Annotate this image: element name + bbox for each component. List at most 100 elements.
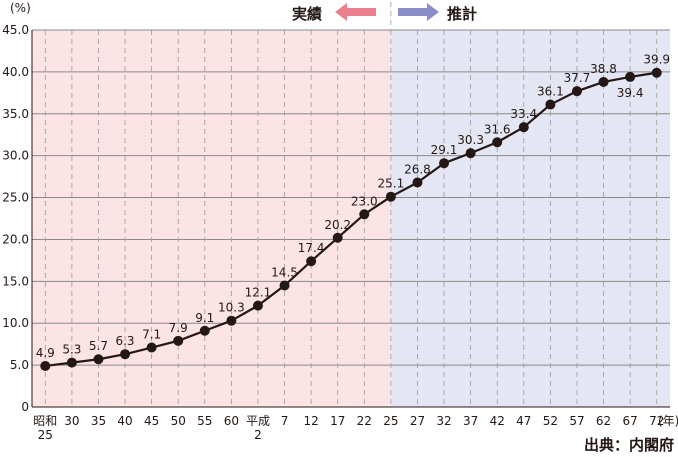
x-tick-label: 35: [91, 414, 106, 428]
grid-lines: [32, 2, 670, 407]
y-tick-label: 20.0: [2, 232, 29, 246]
data-point: [40, 360, 51, 371]
data-label: 38.8: [590, 62, 617, 76]
x-tick-line: 昭和: [33, 414, 57, 428]
data-point: [465, 148, 476, 159]
data-point: [359, 209, 370, 220]
data-label: 39.4: [617, 86, 644, 100]
x-tick-line: 27: [410, 414, 425, 428]
data-point: [120, 349, 131, 360]
x-tick-line: 42: [490, 414, 505, 428]
data-label: 25.1: [378, 177, 405, 191]
x-tick-label: 62: [596, 414, 611, 428]
data-point: [173, 335, 184, 346]
data-label: 39.9: [643, 53, 670, 67]
x-tick-label: 52: [543, 414, 558, 428]
x-tick-line: 57: [569, 414, 584, 428]
x-tick-line: 55: [197, 414, 212, 428]
projection-header: 推計: [398, 3, 477, 23]
data-label: 6.3: [115, 334, 134, 348]
x-tick-label: 12: [303, 414, 318, 428]
right-arrow-icon: [398, 3, 439, 21]
actual-header: 実績: [292, 3, 376, 23]
data-label: 26.8: [404, 162, 431, 176]
data-point: [518, 122, 529, 133]
x-tick-label: 47: [516, 414, 531, 428]
data-point: [598, 76, 609, 87]
x-tick-line: 平成: [246, 414, 270, 428]
y-tick-label: 25.0: [2, 191, 29, 205]
x-tick-line: 37: [463, 414, 478, 428]
data-label: 5.7: [89, 339, 108, 353]
actual-region: [32, 30, 391, 407]
x-tick-label: 平成 2: [246, 414, 270, 442]
data-point: [226, 315, 237, 326]
data-point: [412, 177, 423, 188]
data-label: 14.5: [271, 266, 298, 280]
actual-label: 実績: [292, 5, 322, 23]
data-point: [279, 280, 290, 291]
x-tick-line: 7: [281, 414, 289, 428]
data-label: 31.6: [484, 122, 511, 136]
data-label: 9.1: [195, 311, 214, 325]
x-tick-line: 25: [38, 428, 53, 442]
y-tick-label: 30.0: [2, 149, 29, 163]
x-tick-line: 25: [383, 414, 398, 428]
y-tick-label: 35.0: [2, 107, 29, 121]
data-point: [571, 86, 582, 97]
x-unit-label: (年): [658, 414, 678, 428]
x-tick-label: 25: [383, 414, 398, 428]
x-tick-line: 32: [436, 414, 451, 428]
axes: 05.010.015.020.025.030.035.040.045.0昭和 25…: [2, 23, 670, 442]
data-point: [625, 71, 636, 82]
x-tick-line: 50: [171, 414, 186, 428]
data-point: [306, 256, 317, 267]
x-tick-line: 62: [596, 414, 611, 428]
x-tick-label: 7: [281, 414, 289, 428]
x-tick-line: 35: [91, 414, 106, 428]
y-unit-label: (%): [10, 1, 31, 15]
data-point: [199, 325, 210, 336]
x-tick-label: 57: [569, 414, 584, 428]
x-tick-line: 72: [649, 414, 664, 428]
y-tick-label: 45.0: [2, 23, 29, 37]
chart-background: [32, 30, 670, 407]
data-point: [252, 300, 263, 311]
x-tick-line: 45: [144, 414, 159, 428]
x-tick-label: 22: [357, 414, 372, 428]
x-tick-line: 47: [516, 414, 531, 428]
x-tick-line: 67: [622, 414, 637, 428]
x-tick-label: 32: [436, 414, 451, 428]
x-tick-label: 40: [117, 414, 132, 428]
data-label: 12.1: [245, 286, 272, 300]
data-label: 29.1: [431, 143, 458, 157]
x-tick-label: 72: [649, 414, 664, 428]
x-tick-label: 45: [144, 414, 159, 428]
data-point: [332, 232, 343, 243]
y-tick-label: 15.0: [2, 274, 29, 288]
x-tick-label: 50: [171, 414, 186, 428]
x-tick-label: 17: [330, 414, 345, 428]
y-tick-label: 5.0: [10, 358, 29, 372]
data-label: 17.4: [298, 241, 325, 255]
data-point: [439, 158, 450, 169]
x-tick-line: 60: [224, 414, 239, 428]
x-tick-label: 昭和 25: [33, 414, 57, 442]
data-label: 23.0: [351, 194, 378, 208]
x-tick-label: 42: [490, 414, 505, 428]
x-tick-line: 22: [357, 414, 372, 428]
data-point: [492, 137, 503, 148]
projection-region: [390, 30, 670, 407]
x-tick-line: 40: [117, 414, 132, 428]
x-tick-line: 52: [543, 414, 558, 428]
data-point: [545, 99, 556, 110]
series-line: [40, 67, 662, 371]
x-tick-label: 55: [197, 414, 212, 428]
y-tick-label: 0: [21, 400, 29, 414]
x-tick-line: 17: [330, 414, 345, 428]
data-label: 7.9: [169, 321, 188, 335]
data-label: 7.1: [142, 328, 161, 342]
data-label: 36.1: [537, 85, 564, 99]
x-tick-line: 2: [254, 428, 262, 442]
